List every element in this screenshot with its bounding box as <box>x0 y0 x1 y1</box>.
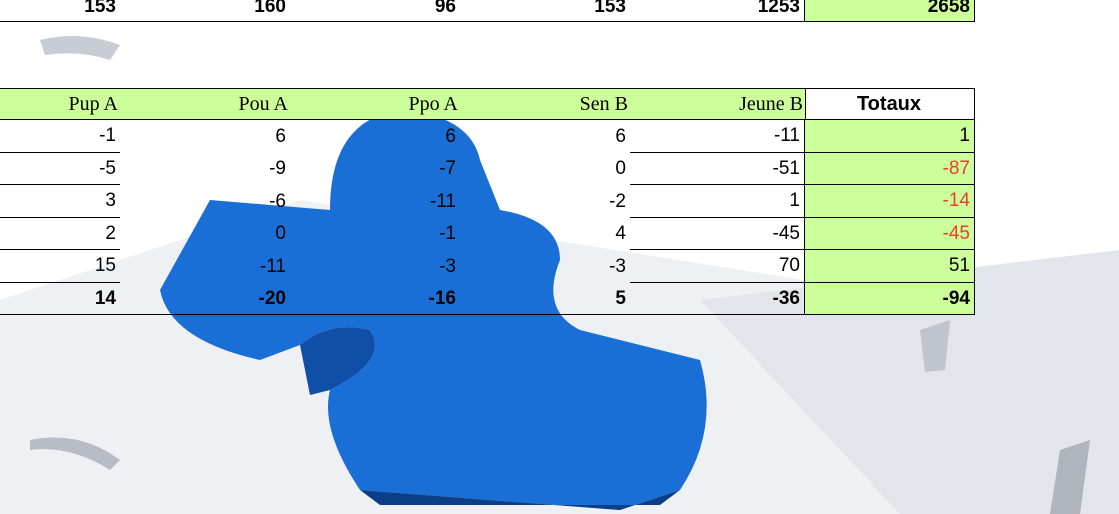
cell: -3 <box>609 255 626 277</box>
cell: -1 <box>0 120 120 153</box>
cell: 51 <box>805 250 975 283</box>
cell: -9 <box>269 158 286 180</box>
column-header: Pou A <box>120 88 290 120</box>
cell: -45 <box>805 217 975 250</box>
cell: -6 <box>269 190 286 212</box>
column-header: Jeune B <box>630 88 805 120</box>
column-header: Sen B <box>460 88 630 120</box>
cell: -1 <box>439 223 456 245</box>
cell: 2 <box>0 218 120 250</box>
cell: 153 <box>0 0 120 22</box>
cell: 153 <box>460 0 630 22</box>
cell: -45 <box>630 217 805 250</box>
cell: 160 <box>120 0 290 22</box>
cell: 15 <box>0 250 120 283</box>
cell: -51 <box>630 152 805 185</box>
cell: 70 <box>630 250 805 283</box>
cell: -5 <box>0 153 120 185</box>
cell: 6 <box>275 125 286 147</box>
cell: -3 <box>439 255 456 277</box>
cell: -11 <box>429 190 456 212</box>
cell: 5 <box>460 283 630 315</box>
cell: -94 <box>805 282 975 315</box>
cell: 1 <box>630 185 805 218</box>
column-header: Totaux <box>805 88 975 120</box>
column-header: Ppo A <box>290 88 460 120</box>
cell: 3 <box>0 185 120 218</box>
column-header: Pup A <box>0 88 120 120</box>
cell: 0 <box>275 223 286 245</box>
cell: -7 <box>439 158 456 180</box>
cell: -87 <box>805 152 975 185</box>
cell: 2658 <box>805 0 975 22</box>
cell: 96 <box>290 0 460 22</box>
cell: 6 <box>615 125 626 147</box>
cell: 0 <box>615 158 626 180</box>
cell: -11 <box>630 120 805 153</box>
cell: 1 <box>805 120 975 153</box>
cell: 4 <box>615 223 626 245</box>
cell: -16 <box>290 283 460 315</box>
cell: -36 <box>630 282 805 315</box>
cell: 6 <box>445 125 456 147</box>
cell: -20 <box>120 283 290 315</box>
cell: -14 <box>805 185 975 218</box>
cell: -2 <box>609 190 626 212</box>
cell: 1253 <box>630 0 805 22</box>
cell: 14 <box>0 283 120 315</box>
cell: -11 <box>259 255 286 277</box>
